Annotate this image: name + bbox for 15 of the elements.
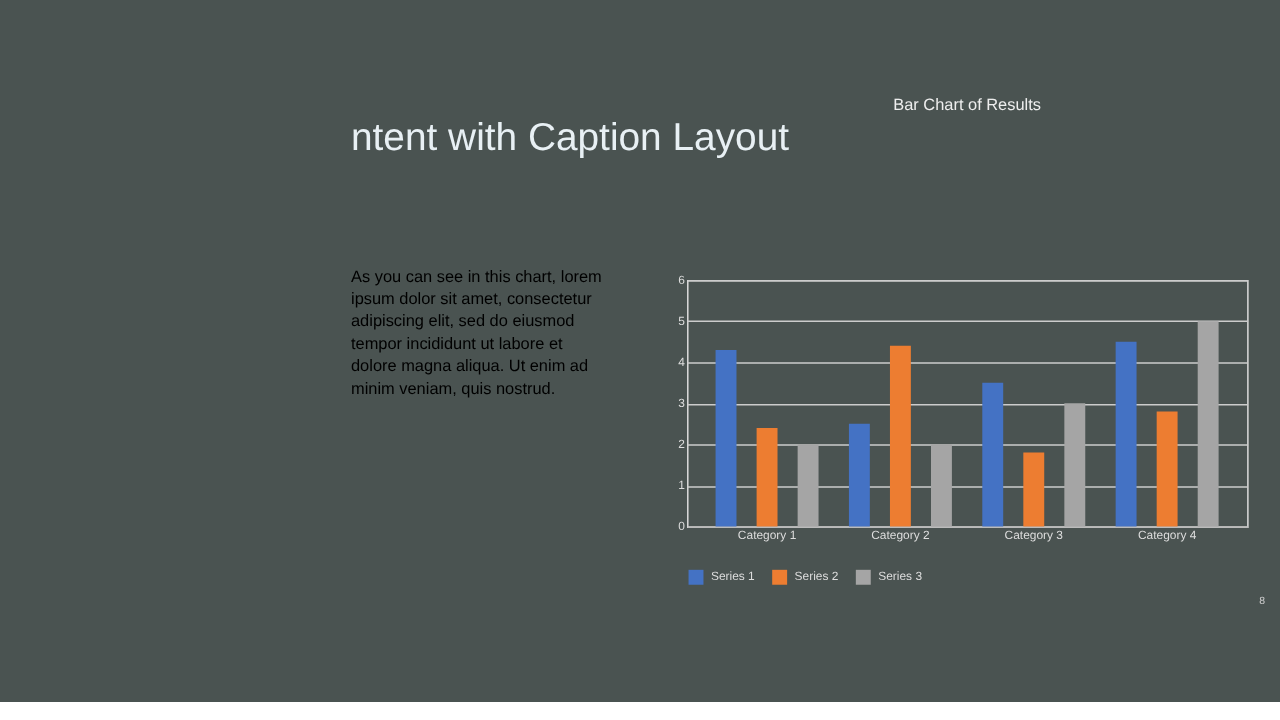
bar [889, 345, 911, 527]
bar [715, 349, 737, 527]
bar [1023, 452, 1045, 527]
text: ntent with Caption Layout [350, 116, 791, 161]
bar [982, 382, 1004, 527]
chart-title: Bar Chart of Results [893, 95, 1041, 114]
bar [1197, 321, 1219, 527]
text: As you can see in this chart, lorem ipsum dolor sit amet, consectetur adipiscing elit, sed do eiusmod tempor incididunt ut labore et dolore magna aliqua. Ut enim ad minim veniam, quis nostrud. [350, 267, 603, 398]
bar [1064, 403, 1086, 527]
bar [930, 444, 952, 527]
bar [1156, 411, 1178, 527]
bar [797, 444, 819, 527]
bar [756, 427, 778, 527]
bar [1115, 341, 1137, 527]
bar [848, 423, 870, 527]
